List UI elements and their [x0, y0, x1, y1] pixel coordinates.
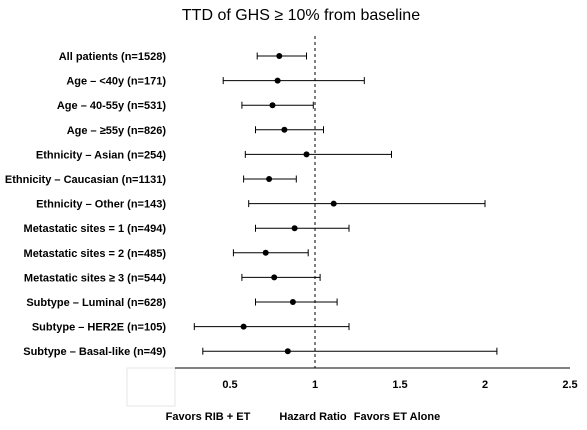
hazard-ratio-point: [271, 274, 278, 281]
row-label: Metastatic sites = 2 (n=485): [24, 248, 167, 260]
hazard-ratio-point: [330, 200, 337, 207]
footer-favors-right: Favors ET Alone: [354, 411, 440, 423]
hazard-ratio-point: [289, 299, 296, 305]
footer-favors-left: Favors RIB + ET: [166, 411, 251, 423]
row-label: Subtype – Luminal (n=628): [26, 297, 166, 309]
forest-row: Ethnicity – Other (n=143): [36, 199, 486, 211]
hazard-ratio-point: [303, 151, 310, 158]
hazard-ratio-point: [266, 176, 273, 182]
forest-row: Ethnicity – Caucasian (n=1131): [5, 174, 297, 186]
row-label: All patients (n=1528): [59, 51, 167, 63]
row-label: Metastatic sites = 1 (n=494): [24, 223, 167, 235]
x-axis-ticks: 0.5 1 1.5 2 2.5: [222, 379, 577, 391]
forest-row: All patients (n=1528): [59, 51, 307, 63]
forest-row: Metastatic sites ≥ 3 (n=544): [24, 272, 321, 284]
x-tick-label: 1.5: [392, 379, 407, 391]
footer-axis-title: Hazard Ratio: [279, 411, 347, 423]
x-tick-label: 2: [482, 379, 488, 391]
forest-row: Subtype – HER2E (n=105): [32, 322, 350, 334]
row-label: Ethnicity – Caucasian (n=1131): [5, 174, 166, 186]
hazard-ratio-point: [284, 348, 291, 355]
row-label: Age – ≥55y (n=826): [67, 125, 167, 137]
forest-row: Subtype – Basal-like (n=49): [23, 346, 498, 358]
hazard-ratio-point: [281, 126, 288, 133]
hazard-ratio-point: [276, 53, 283, 59]
forest-row: Age – <40y (n=171): [66, 76, 365, 88]
row-label: Age – <40y (n=171): [66, 76, 166, 88]
forest-row: Metastatic sites = 2 (n=485): [24, 248, 309, 260]
hazard-ratio-point: [262, 249, 269, 256]
row-label: Ethnicity – Other (n=143): [36, 199, 166, 211]
forest-row: Age – 40-55y (n=531): [57, 100, 314, 112]
row-label: Subtype – Basal-like (n=49): [23, 346, 166, 358]
forest-row: Subtype – Luminal (n=628): [26, 297, 338, 309]
hazard-ratio-point: [269, 102, 276, 109]
row-label: Ethnicity – Asian (n=254): [36, 149, 166, 161]
forest-row: Age – ≥55y (n=826): [67, 125, 324, 137]
row-label: Age – 40-55y (n=531): [57, 100, 166, 112]
x-tick-label: 0.5: [222, 379, 237, 391]
chart-title: TTD of GHS ≥ 10% from baseline: [182, 7, 420, 24]
forest-row: Ethnicity – Asian (n=254): [36, 149, 392, 161]
forest-rows: All patients (n=1528) Age – <40y (n=171) A…: [5, 51, 498, 358]
x-tick-label: 2.5: [562, 379, 577, 391]
forest-row: Metastatic sites = 1 (n=494): [24, 223, 350, 235]
hazard-ratio-point: [274, 77, 281, 84]
left-blank-box: [126, 367, 176, 407]
row-label: Metastatic sites ≥ 3 (n=544): [24, 272, 166, 284]
hazard-ratio-point: [240, 323, 247, 330]
x-tick-label: 1: [312, 379, 318, 391]
hazard-ratio-point: [291, 225, 298, 232]
row-label: Subtype – HER2E (n=105): [32, 322, 167, 334]
